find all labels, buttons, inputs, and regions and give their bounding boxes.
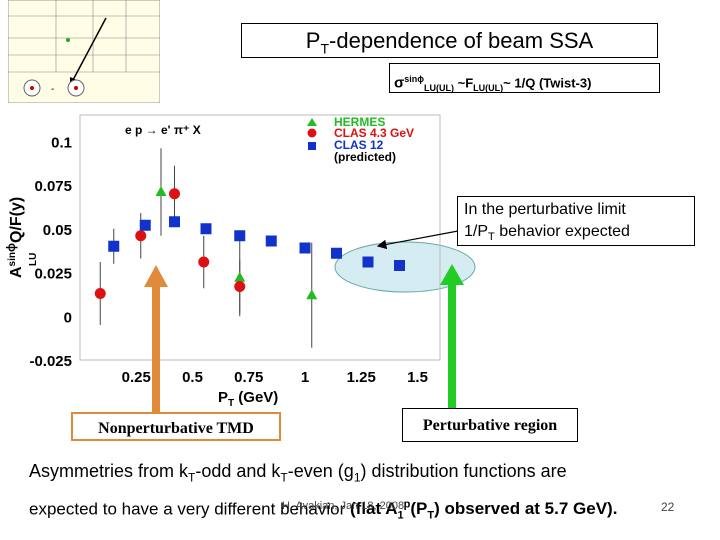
clas12-point bbox=[265, 235, 277, 247]
x-tick-label: 1.25 bbox=[347, 369, 376, 386]
clas12-point bbox=[299, 242, 311, 254]
callout-box: In the perturbative limit 1/PT behavior … bbox=[457, 196, 695, 246]
legend-clas12-marker bbox=[308, 142, 316, 150]
callout-line2: 1/PT behavior expected bbox=[464, 223, 630, 244]
clas43-point bbox=[198, 256, 210, 268]
clas12-point bbox=[200, 223, 212, 235]
x-tick-label: 0.25 bbox=[122, 369, 151, 386]
y-tick-label: 0 bbox=[64, 309, 72, 326]
legend: HERMES CLAS 4.3 GeV CLAS 12 (predicted) bbox=[307, 115, 414, 164]
legend-hermes-marker bbox=[307, 118, 317, 126]
callout-line1: In the perturbative limit bbox=[464, 201, 626, 218]
clas43-point bbox=[234, 281, 246, 292]
y-tick-label: 0.075 bbox=[34, 178, 72, 195]
clas12-point bbox=[234, 230, 246, 242]
x-tick-label: 0.75 bbox=[234, 369, 263, 386]
y-tick-label: -0.025 bbox=[29, 353, 72, 370]
hermes-point bbox=[306, 289, 318, 300]
y-axis-label: AsinϕQ/F(y) bbox=[4, 197, 25, 278]
clas12-point bbox=[331, 247, 342, 259]
legend-hermes-label: HERMES bbox=[334, 115, 385, 129]
y-axis-label-sub: LU bbox=[28, 253, 39, 266]
reaction-label: e p → e' π⁺ X bbox=[125, 123, 201, 137]
hermes-point bbox=[234, 271, 246, 282]
x-tick-label: 0.5 bbox=[182, 369, 203, 386]
callout-arrow bbox=[376, 230, 459, 250]
y-tick-label: 0.05 bbox=[43, 222, 72, 239]
perturbative-arrow bbox=[440, 264, 464, 408]
nonperturbative-arrow bbox=[144, 265, 168, 412]
legend-clas12-label: CLAS 12 bbox=[334, 138, 384, 152]
formula-box: σsinϕLU(UL) ~FLU(UL)~ 1/Q (Twist-3) bbox=[389, 63, 660, 93]
legend-clas43-label: CLAS 4.3 GeV bbox=[334, 126, 414, 140]
footer-credit: H. Avakian, Jan 18, 2008 bbox=[282, 500, 405, 512]
clas43-point bbox=[169, 188, 180, 200]
svg-text:-: - bbox=[51, 84, 54, 95]
clas12-point bbox=[108, 240, 120, 252]
clas12-point bbox=[362, 256, 374, 268]
page-number: 22 bbox=[661, 500, 675, 514]
x-axis-label: PT (GeV) bbox=[218, 389, 278, 409]
clas12-point bbox=[169, 216, 180, 228]
clas43-point bbox=[135, 230, 147, 242]
x-tick-label: 1 bbox=[301, 369, 309, 386]
y-tick-label: 0.1 bbox=[51, 134, 72, 151]
hermes-point bbox=[155, 186, 167, 196]
legend-clas12-predicted: (predicted) bbox=[334, 150, 396, 164]
clas12-point bbox=[394, 260, 405, 271]
x-tick-label: 1.5 bbox=[407, 369, 428, 386]
plot-frame bbox=[79, 114, 441, 361]
nonperturbative-label: Nonperturbative TMD bbox=[71, 412, 281, 441]
clas12-point bbox=[139, 219, 151, 231]
y-tick-label: 0.025 bbox=[34, 266, 72, 283]
footer-line2: expected to have a very different behavi… bbox=[29, 498, 618, 522]
footer-line1: Asymmetries from kT-odd and kT-even (g1)… bbox=[29, 461, 567, 485]
page-title: PT-dependence of beam SSA bbox=[241, 23, 658, 58]
footer-text: Asymmetries from kT-odd and kT-even (g1)… bbox=[29, 458, 709, 530]
perturbative-label: Perturbative region bbox=[402, 408, 578, 442]
clas43-point bbox=[94, 288, 106, 299]
legend-clas43-marker bbox=[307, 128, 317, 138]
thumbnail-image: - bbox=[8, 0, 160, 103]
